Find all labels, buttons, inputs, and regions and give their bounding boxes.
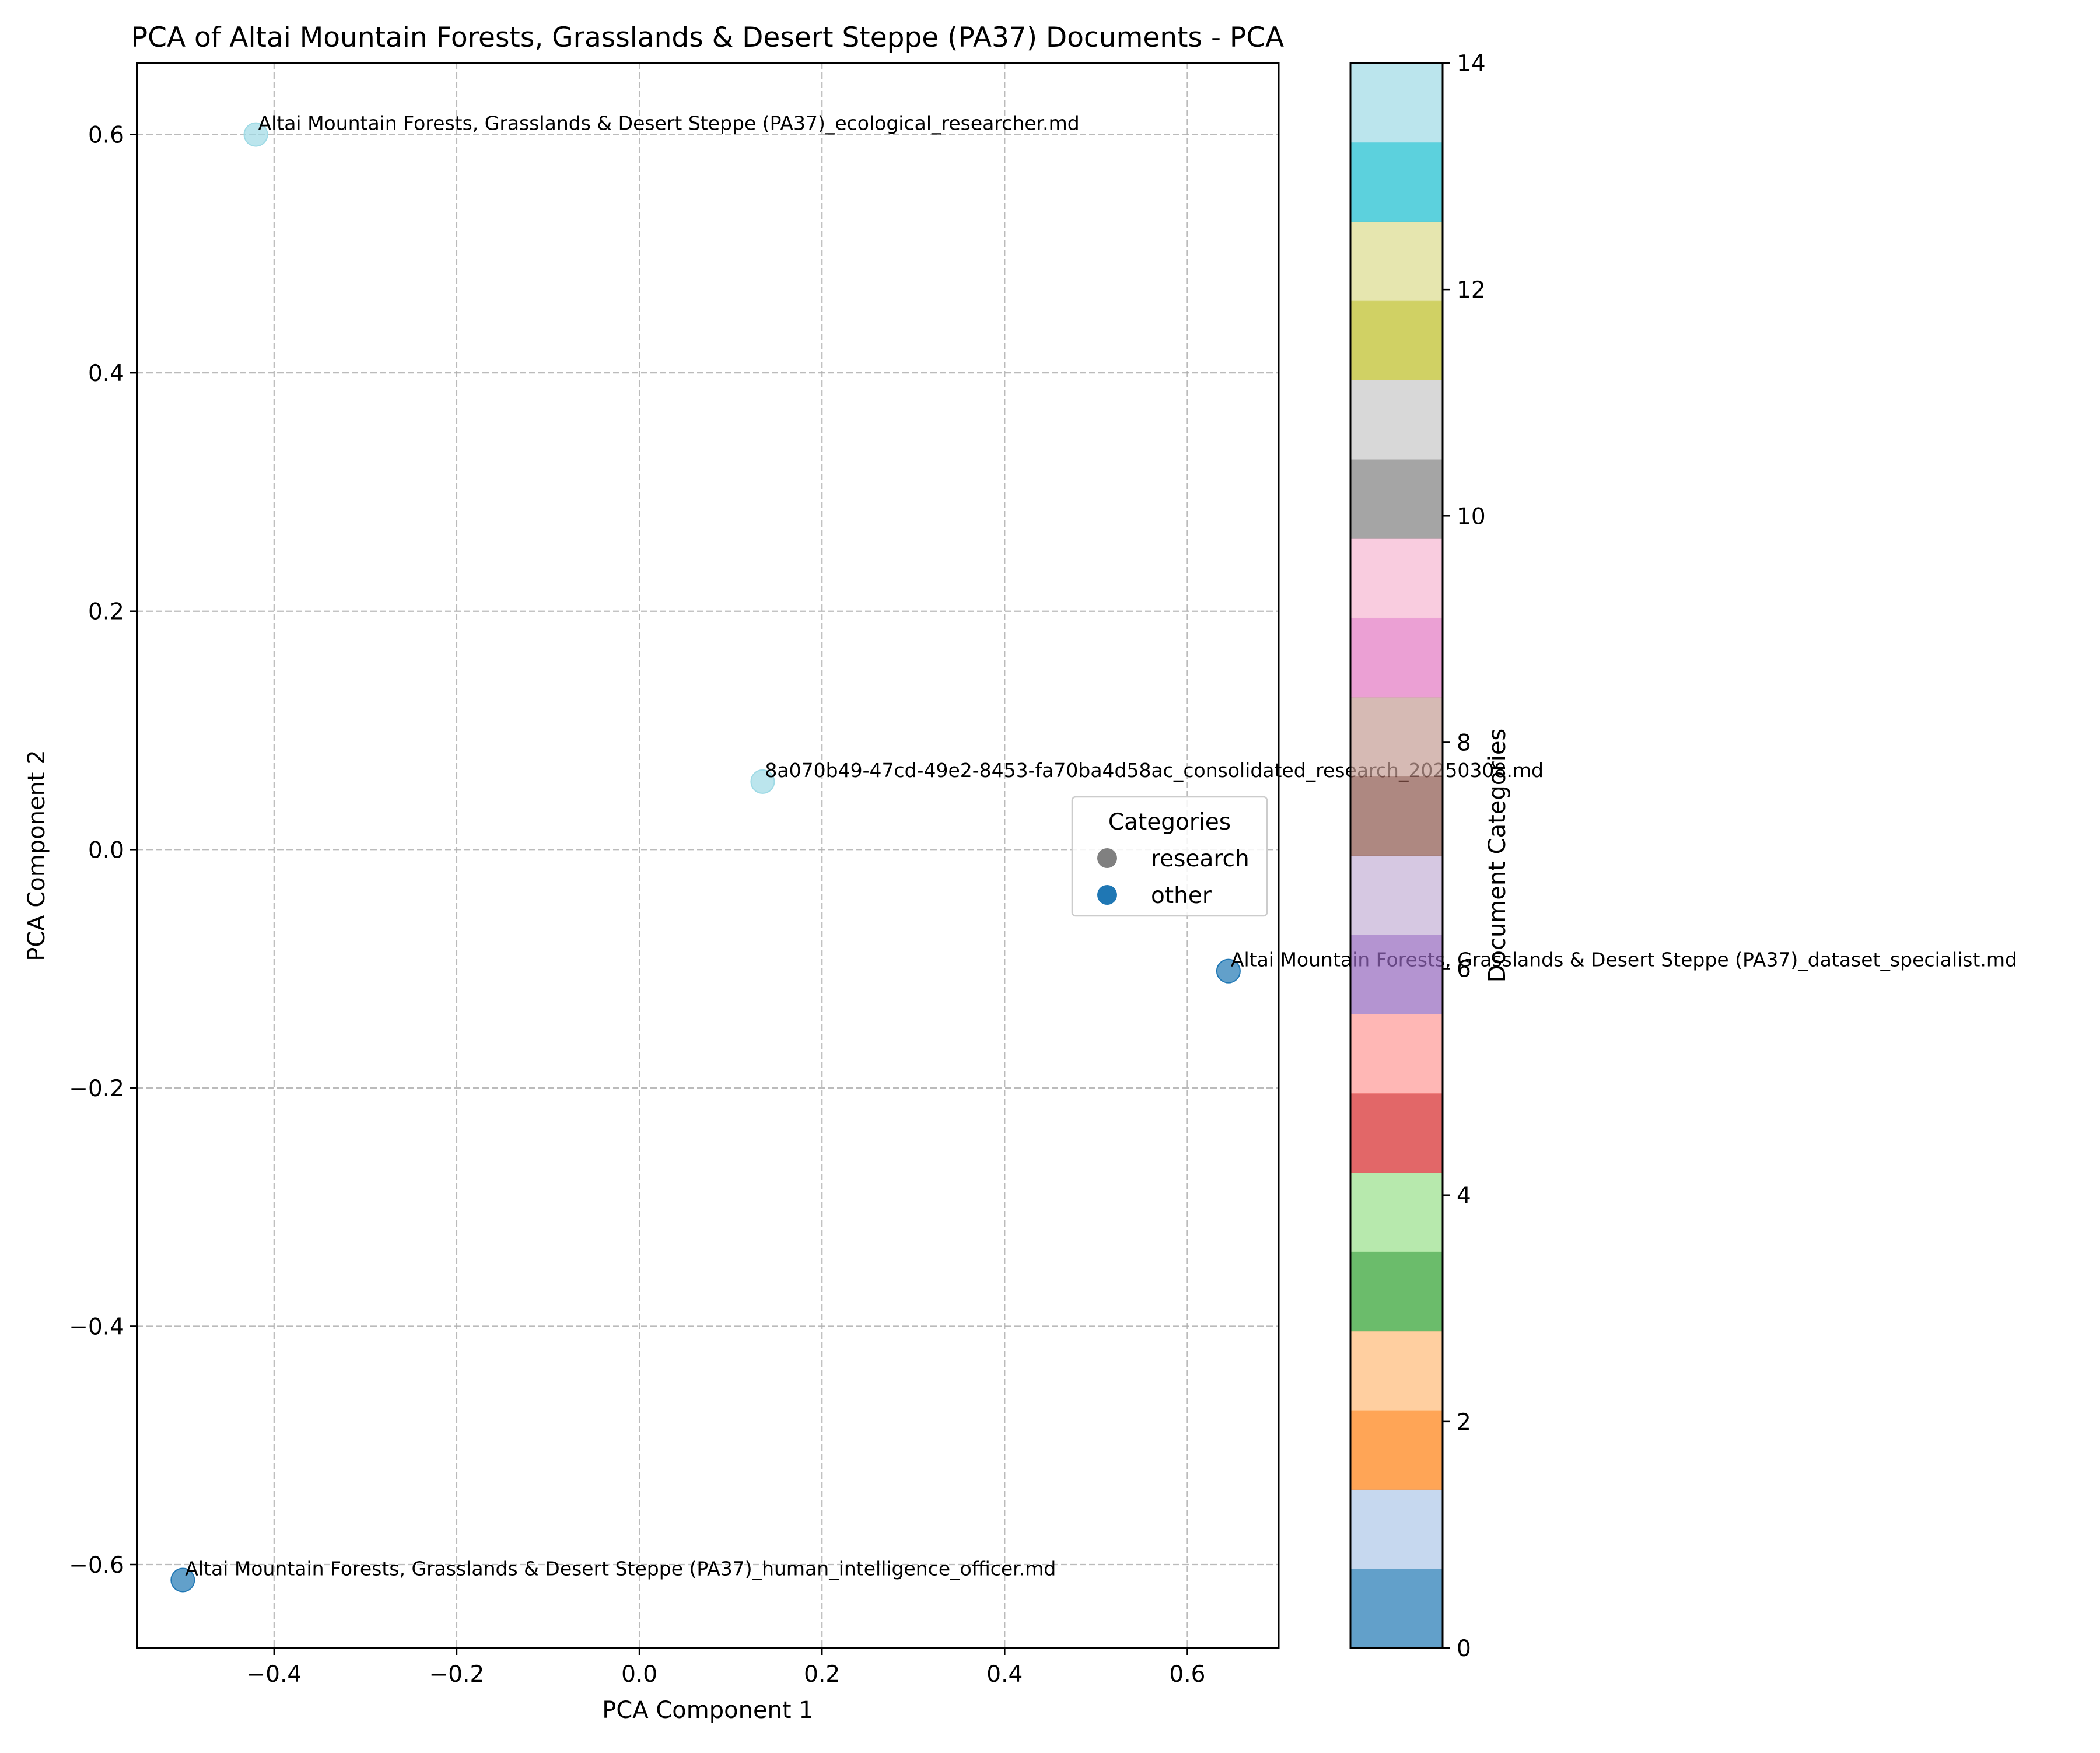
y-tick-label: 0.2 bbox=[88, 599, 124, 625]
colorbar-segment bbox=[1350, 1569, 1443, 1649]
legend-label: other bbox=[1151, 883, 1212, 909]
point-label: Altai Mountain Forests, Grasslands & Des… bbox=[185, 1558, 1056, 1580]
colorbar-tick-label: 12 bbox=[1457, 277, 1486, 303]
plot-frame bbox=[136, 62, 1280, 1649]
colorbar-segment bbox=[1350, 935, 1443, 1014]
colorbar-tick-label: 6 bbox=[1457, 957, 1471, 983]
colorbar-segment bbox=[1350, 1489, 1443, 1569]
data-point bbox=[1216, 958, 1241, 984]
y-axis-label: PCA Component 2 bbox=[23, 750, 50, 961]
colorbar-segment bbox=[1350, 776, 1443, 856]
chart-title: PCA of Altai Mountain Forests, Grassland… bbox=[131, 22, 1284, 54]
colorbar-frame bbox=[1349, 62, 1444, 1649]
colorbar-segment bbox=[1350, 300, 1443, 380]
y-tick-label: −0.2 bbox=[69, 1076, 124, 1102]
colorbar-segment bbox=[1350, 1093, 1443, 1173]
colorbar-segment bbox=[1350, 380, 1443, 460]
point-label: Altai Mountain Forests, Grasslands & Des… bbox=[1231, 949, 2017, 971]
colorbar-tick-label: 2 bbox=[1457, 1409, 1471, 1436]
colorbar-segment bbox=[1350, 1172, 1443, 1252]
colorbar-segment bbox=[1350, 697, 1443, 777]
y-tick-label: 0.0 bbox=[88, 837, 124, 863]
point-label: Altai Mountain Forests, Grasslands & Des… bbox=[258, 112, 1080, 135]
x-tick-label: −0.4 bbox=[246, 1661, 302, 1688]
data-point bbox=[750, 769, 775, 794]
data-point bbox=[243, 122, 268, 147]
colorbar-segment bbox=[1350, 855, 1443, 935]
x-tick-label: 0.0 bbox=[621, 1661, 657, 1688]
y-tick-label: 0.4 bbox=[88, 361, 124, 387]
colorbar-tick-label: 0 bbox=[1457, 1636, 1471, 1662]
colorbar-segment bbox=[1350, 1251, 1443, 1332]
x-axis-label: PCA Component 1 bbox=[602, 1697, 814, 1724]
legend-box bbox=[1071, 796, 1268, 917]
y-tick-label: −0.6 bbox=[69, 1552, 124, 1579]
legend-marker bbox=[1097, 885, 1117, 905]
y-tick-label: −0.4 bbox=[69, 1314, 124, 1340]
colorbar-segment bbox=[1350, 1014, 1443, 1094]
colorbar-tick-label: 10 bbox=[1457, 503, 1486, 530]
colorbar-tick-label: 8 bbox=[1457, 730, 1471, 756]
colorbar-segment bbox=[1350, 142, 1443, 222]
colorbar-segment bbox=[1350, 1410, 1443, 1490]
x-tick-label: −0.2 bbox=[429, 1661, 485, 1688]
colorbar-segment bbox=[1350, 617, 1443, 698]
colorbar-segment bbox=[1350, 63, 1443, 143]
colorbar-segment bbox=[1350, 538, 1443, 618]
x-tick-label: 0.2 bbox=[804, 1661, 840, 1688]
legend-marker bbox=[1097, 848, 1117, 868]
colorbar-segment bbox=[1350, 1331, 1443, 1411]
legend-label: research bbox=[1151, 846, 1250, 872]
colorbar-tick-label: 4 bbox=[1457, 1183, 1471, 1209]
colorbar-segment bbox=[1350, 221, 1443, 302]
colorbar-segment bbox=[1350, 459, 1443, 539]
legend-title: Categories bbox=[1108, 809, 1231, 835]
data-point bbox=[170, 1567, 195, 1593]
colorbar-tick-label: 14 bbox=[1457, 51, 1486, 77]
x-tick-label: 0.4 bbox=[986, 1661, 1023, 1688]
x-tick-label: 0.6 bbox=[1169, 1661, 1205, 1688]
y-tick-label: 0.6 bbox=[88, 123, 124, 149]
colorbar-label: Document Categories bbox=[1484, 729, 1511, 983]
